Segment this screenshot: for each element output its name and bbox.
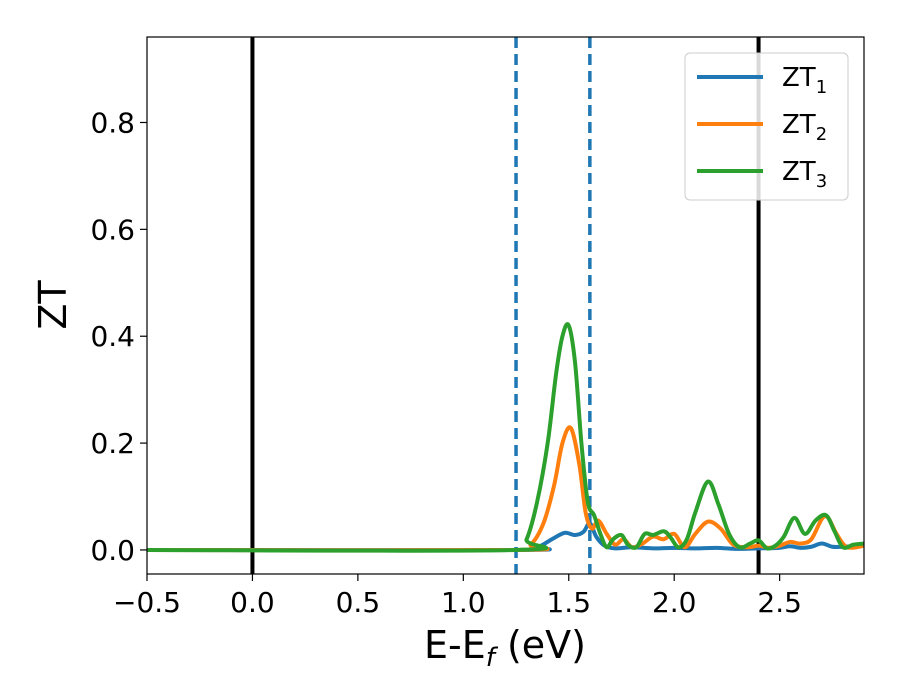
y-tick-label: 0.0: [90, 534, 135, 567]
y-tick-label: 0.4: [90, 320, 135, 353]
x-tick-label: 0.5: [336, 586, 381, 619]
y-axis-ticks: 0.0 0.2 0.4 0.6 0.8: [90, 106, 147, 567]
legend-frame: [684, 52, 849, 201]
y-axis-label: ZT: [31, 280, 75, 330]
series-line-zt2: [147, 425, 864, 553]
x-tick-label: 2.0: [652, 586, 697, 619]
legend-label-zt1: ZT1: [782, 63, 827, 98]
x-tick-label: 1.0: [441, 586, 486, 619]
series-line-zt1: [147, 521, 864, 553]
series-line-zt3: [147, 322, 864, 553]
plot-frame: [146, 36, 865, 575]
x-tick-label: 2.5: [757, 586, 802, 619]
y-tick-label: 0.2: [90, 427, 135, 460]
x-tick-label: 1.5: [546, 586, 591, 619]
legend-label-zt3: ZT3: [782, 157, 827, 192]
x-tick-label: −0.5: [113, 586, 181, 619]
x-tick-label: 0.0: [230, 586, 275, 619]
legend-label-zt2: ZT2: [782, 110, 827, 145]
legend: ZT1 ZT2 ZT3: [684, 52, 849, 201]
y-tick-label: 0.8: [90, 106, 135, 139]
x-axis-ticks: −0.5 0.0 0.5 1.0 1.5 2.0 2.5: [113, 574, 802, 619]
x-axis-label: E-Ef (eV): [424, 623, 586, 673]
y-tick-label: 0.6: [90, 213, 135, 246]
